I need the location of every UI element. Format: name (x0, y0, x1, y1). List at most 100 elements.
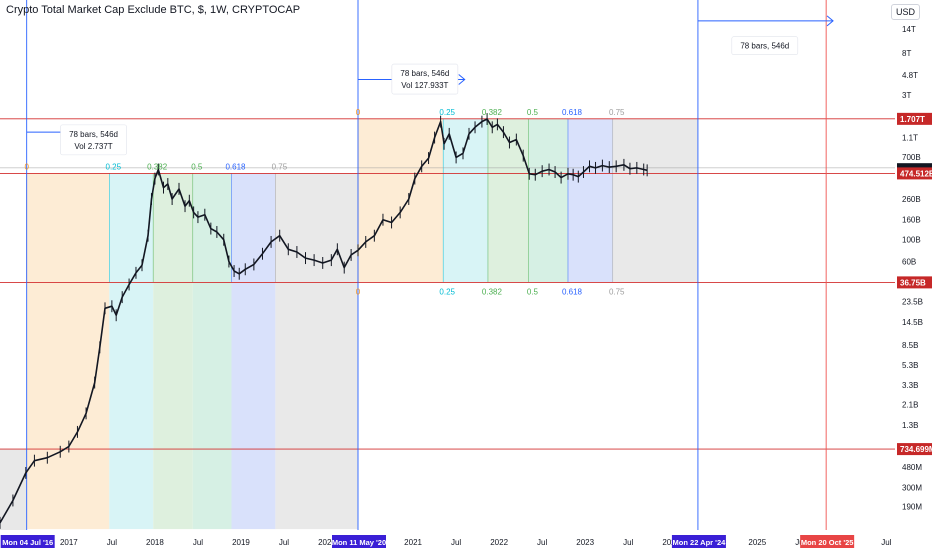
fib-zone (528, 118, 568, 283)
fib-zone (109, 282, 154, 530)
date-badge-label: Mon 22 Apr '24 (673, 538, 727, 547)
fib-zone (567, 118, 613, 283)
fib-label: 0.5 (527, 287, 539, 296)
price-badge (897, 112, 932, 125)
price-tick-label: 8.5B (902, 341, 918, 350)
measure-text: 78 bars, 546d (400, 69, 449, 78)
fib-zone (612, 118, 698, 283)
measure-text: 78 bars, 546d (740, 42, 789, 51)
chart-title: Crypto Total Market Cap Exclude BTC, $, … (6, 4, 301, 16)
price-tick-label: 4.8T (902, 71, 918, 80)
fib-labels: 0 0.25 0.382 0.5 0.618 0.75 0 0 0.25 0.25 0.382 0.3… (24, 108, 625, 297)
time-tick-label: Jul (881, 538, 891, 547)
time-tick-label: Jul (279, 538, 289, 547)
price-badge (897, 167, 932, 180)
price-tick-label: 3.3B (902, 381, 918, 390)
time-tick-label: 2021 (404, 538, 422, 547)
fib-label: 0.5 (191, 162, 203, 171)
date-badge (0, 535, 55, 548)
price-tick-label: 23.5B (902, 297, 923, 306)
fib-label: 0.25 (439, 108, 455, 117)
price-tick-label: 3T (902, 91, 911, 100)
price-series (0, 113, 648, 529)
time-tick-label: Jul (537, 538, 547, 547)
time-axis-bg (0, 530, 932, 550)
fib-label: 0.382 (147, 162, 168, 171)
currency-button[interactable]: USD (890, 4, 920, 20)
fib-label: 0.618 (225, 162, 246, 171)
price-tick-label: 5.3B (902, 361, 918, 370)
price-axis: 14T 8T 4.8T 3T 1.1T 700B 260B 160B 100B 60B 23.5B 1… (895, 0, 932, 550)
time-tick-label: Jul (193, 538, 203, 547)
fib-zone (26, 173, 110, 283)
measure-box (391, 63, 459, 95)
price-tick-label: 260B (902, 195, 921, 204)
fib-zone (487, 118, 529, 283)
price-badge-label: 36.75B (900, 278, 926, 287)
measure-text: Vol 2.737T (74, 142, 112, 151)
price-badge (897, 276, 932, 289)
time-tick-label: 2020 (318, 538, 336, 547)
price-tick-label: 1.3B (902, 421, 918, 430)
time-tick-label: 2019 (232, 538, 250, 547)
fib-label: 0 (356, 287, 361, 296)
fib-zone (153, 173, 193, 283)
price-badge-label: 474.512B (900, 169, 932, 178)
measure-box (60, 124, 127, 156)
time-tick-label: 2023 (576, 538, 594, 547)
fib-label: 0.75 (272, 162, 288, 171)
date-badge-label: Mon 11 May '20 (332, 538, 386, 547)
measure-boxes: 78 bars, 546d Vol 2.737T 78 bars, 546d Vol … (60, 36, 799, 156)
fib-label: 0.75 (609, 287, 625, 296)
fib-label: 0.618 (562, 287, 583, 296)
time-tick-label: 2018 (146, 538, 164, 547)
date-badge-label: Mon 04 Jul '16 (2, 538, 53, 547)
price-tick-label: 1.1T (902, 134, 918, 143)
time-tick-label: 2024 (662, 538, 680, 547)
fib-zone (109, 173, 154, 283)
fib-zone (275, 282, 358, 530)
measure-text: Vol 127.933T (401, 81, 448, 90)
arrow-head (458, 74, 466, 85)
time-tick-label: Jul (623, 538, 633, 547)
price-tick-label: 160B (902, 216, 921, 225)
price-tick-label: 60B (902, 258, 916, 267)
arrow-head (826, 15, 834, 27)
pre-cycle-zone (0, 449, 27, 530)
fib-zone (26, 282, 110, 530)
fib-zone (192, 173, 232, 283)
fib-zone (153, 282, 193, 530)
fib-label: 0.25 (439, 287, 455, 296)
fib-zone (192, 282, 232, 530)
price-tick-label: 300M (902, 483, 922, 492)
fib-label: 0.618 (562, 108, 583, 117)
price-badge (897, 443, 932, 456)
price-tick-label: 8T (902, 49, 911, 58)
time-tick-label: Jul (107, 538, 117, 547)
fib-label: 0 (356, 108, 361, 117)
fib-label: 0.382 (482, 108, 503, 117)
date-badge (671, 535, 726, 548)
price-badge-label: 734.699M (900, 445, 932, 454)
fib-label: 0.5 (527, 108, 539, 117)
price-tick-label: 100B (902, 236, 921, 245)
price-tick-label: 480M (902, 463, 922, 472)
time-tick-label: 2025 (748, 538, 766, 547)
vertical-lines (26, 0, 834, 530)
price-axis-bg (895, 0, 932, 550)
fib-label: 0 (24, 162, 29, 171)
horizontal-levels (0, 118, 895, 450)
fib-label: 0.382 (482, 287, 503, 296)
price-tick-label: 190M (902, 503, 922, 512)
fib-zone (358, 118, 444, 283)
time-tick-label: 2017 (60, 538, 78, 547)
fib-zone (231, 282, 276, 530)
price-tick-label: 2.1B (902, 400, 918, 409)
fib-zones (0, 118, 698, 530)
time-tick-label: Jul (451, 538, 461, 547)
fib-label: 0.75 (609, 108, 625, 117)
price-tick-label: 700B (902, 153, 921, 162)
time-tick-label: 2022 (490, 538, 508, 547)
price-tick-label: 14.5B (902, 318, 923, 327)
